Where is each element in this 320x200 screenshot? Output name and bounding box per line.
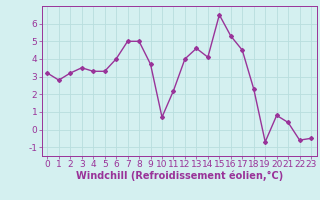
X-axis label: Windchill (Refroidissement éolien,°C): Windchill (Refroidissement éolien,°C) bbox=[76, 171, 283, 181]
